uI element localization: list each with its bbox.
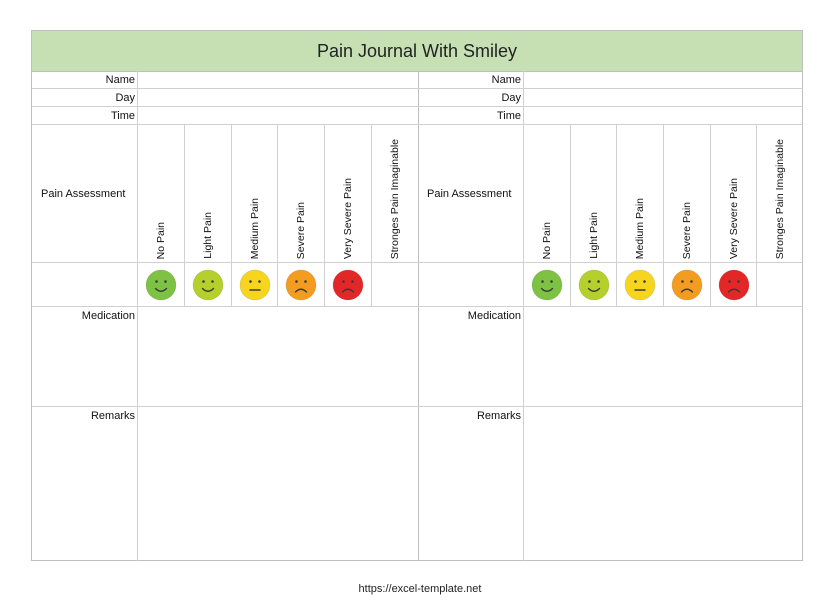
pain-level-label: Very Severe Pain bbox=[727, 177, 740, 259]
name-label: Name bbox=[418, 71, 524, 88]
pain-level-label: Stronges Pain Imaginable bbox=[774, 138, 787, 259]
pain-assessment-label: Pain Assessment bbox=[32, 125, 138, 262]
day-label: Day bbox=[418, 89, 524, 106]
pain-level-face-cell[interactable] bbox=[138, 263, 185, 306]
pain-assessment-row: Pain Assessment No Pain Light Pain Medium … bbox=[418, 125, 803, 263]
smiley-label-cell bbox=[418, 263, 524, 306]
pain-level-label: Light Pain bbox=[201, 212, 214, 259]
medication-label: Medication bbox=[32, 307, 138, 406]
pain-level-column: No Pain bbox=[138, 125, 185, 262]
name-label: Name bbox=[32, 71, 138, 88]
pain-level-column: Light Pain bbox=[571, 125, 618, 262]
pain-level-column: Severe Pain bbox=[278, 125, 326, 262]
pain-level-face-cell[interactable] bbox=[524, 263, 571, 306]
medication-row: Medication bbox=[32, 307, 418, 407]
smiley-row bbox=[32, 263, 418, 307]
pain-scale-faces bbox=[138, 263, 418, 306]
pain-level-column: Light Pain bbox=[185, 125, 232, 262]
pain-level-face-cell[interactable] bbox=[664, 263, 711, 306]
pain-level-face-cell[interactable] bbox=[617, 263, 665, 306]
pain-level-face-cell[interactable] bbox=[711, 263, 758, 306]
footer-url: https://excel-template.net bbox=[358, 583, 482, 595]
sad-face-icon bbox=[285, 269, 317, 301]
pain-level-face-cell[interactable] bbox=[372, 263, 418, 306]
name-row: Name bbox=[418, 71, 803, 89]
remarks-row: Remarks bbox=[418, 407, 803, 561]
pain-assessment-row: Pain Assessment No Pain Light Pain Medium … bbox=[32, 125, 418, 263]
day-field[interactable] bbox=[524, 89, 803, 106]
pain-level-label: Very Severe Pain bbox=[342, 177, 355, 259]
pain-level-label: No Pain bbox=[540, 221, 553, 259]
medication-row: Medication bbox=[418, 307, 803, 407]
pain-level-face-cell[interactable] bbox=[757, 263, 803, 306]
medication-field[interactable] bbox=[138, 307, 418, 406]
time-row: Time bbox=[418, 107, 803, 125]
very-happy-face-icon bbox=[145, 269, 177, 301]
pain-level-label: Medium Pain bbox=[634, 197, 647, 259]
remarks-field[interactable] bbox=[138, 407, 418, 561]
very-sad-face-icon bbox=[718, 269, 750, 301]
pain-level-column: No Pain bbox=[524, 125, 571, 262]
pain-level-label: Light Pain bbox=[587, 212, 600, 259]
pain-level-column: Medium Pain bbox=[617, 125, 665, 262]
pain-level-face-cell[interactable] bbox=[185, 263, 232, 306]
day-row: Day bbox=[418, 89, 803, 107]
journal-panel-left: Name Day Time Pain Assessment No Pain Lig… bbox=[32, 71, 419, 561]
pain-level-column: Very Severe Pain bbox=[325, 125, 373, 262]
pain-level-face-cell[interactable] bbox=[325, 263, 373, 306]
pain-level-label: Stronges Pain Imaginable bbox=[389, 138, 402, 259]
name-field[interactable] bbox=[524, 71, 803, 88]
happy-face-icon bbox=[192, 269, 224, 301]
time-label: Time bbox=[418, 107, 524, 124]
pain-level-column: Stronges Pain Imaginable bbox=[757, 125, 803, 262]
pain-level-label: Severe Pain bbox=[680, 201, 693, 259]
pain-scale-labels: No Pain Light Pain Medium Pain Severe Pain V… bbox=[524, 125, 803, 262]
pain-scale-faces bbox=[524, 263, 803, 306]
pain-level-label: Severe Pain bbox=[295, 201, 308, 259]
pain-assessment-label: Pain Assessment bbox=[418, 125, 524, 262]
day-row: Day bbox=[32, 89, 418, 107]
pain-level-face-cell[interactable] bbox=[278, 263, 326, 306]
pain-level-column: Very Severe Pain bbox=[711, 125, 758, 262]
pain-journal-sheet: Pain Journal With Smiley Name Day Time P… bbox=[31, 30, 803, 561]
name-field[interactable] bbox=[138, 71, 418, 88]
pain-level-label: Medium Pain bbox=[248, 197, 261, 259]
pain-level-column: Medium Pain bbox=[232, 125, 279, 262]
remarks-label: Remarks bbox=[32, 407, 138, 561]
time-field[interactable] bbox=[524, 107, 803, 124]
time-label: Time bbox=[32, 107, 138, 124]
very-happy-face-icon bbox=[531, 269, 563, 301]
medication-label: Medication bbox=[418, 307, 524, 406]
pain-level-column: Severe Pain bbox=[664, 125, 711, 262]
smiley-row bbox=[418, 263, 803, 307]
pain-scale-labels: No Pain Light Pain Medium Pain Severe Pain V… bbox=[138, 125, 418, 262]
day-label: Day bbox=[32, 89, 138, 106]
remarks-label: Remarks bbox=[418, 407, 524, 561]
time-row: Time bbox=[32, 107, 418, 125]
neutral-face-icon bbox=[239, 269, 271, 301]
pain-level-column: Stronges Pain Imaginable bbox=[372, 125, 418, 262]
pain-level-face-cell[interactable] bbox=[571, 263, 618, 306]
neutral-face-icon bbox=[624, 269, 656, 301]
page-title: Pain Journal With Smiley bbox=[32, 31, 802, 72]
pain-level-label: No Pain bbox=[154, 221, 167, 259]
journal-panel-right: Name Day Time Pain Assessment No Pain Lig… bbox=[418, 71, 803, 561]
pain-level-face-cell[interactable] bbox=[232, 263, 279, 306]
name-row: Name bbox=[32, 71, 418, 89]
sad-face-icon bbox=[671, 269, 703, 301]
medication-field[interactable] bbox=[524, 307, 803, 406]
happy-face-icon bbox=[578, 269, 610, 301]
remarks-row: Remarks bbox=[32, 407, 418, 561]
very-sad-face-icon bbox=[332, 269, 364, 301]
time-field[interactable] bbox=[138, 107, 418, 124]
day-field[interactable] bbox=[138, 89, 418, 106]
remarks-field[interactable] bbox=[524, 407, 803, 561]
smiley-label-cell bbox=[32, 263, 138, 306]
